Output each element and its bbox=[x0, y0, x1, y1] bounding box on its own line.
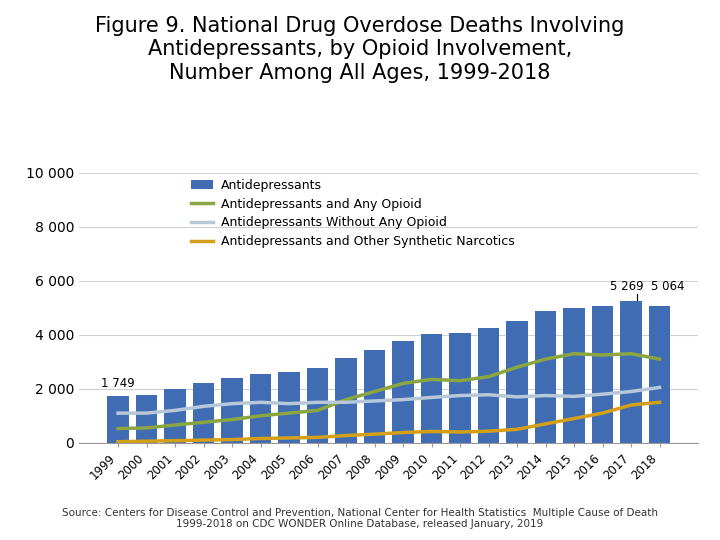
Bar bbox=[563, 308, 585, 443]
Bar bbox=[592, 306, 613, 443]
Bar bbox=[136, 395, 157, 443]
Bar bbox=[307, 368, 328, 443]
Bar bbox=[193, 382, 215, 443]
Bar bbox=[221, 377, 243, 443]
Bar bbox=[107, 396, 129, 443]
Bar bbox=[535, 312, 557, 443]
Bar bbox=[279, 372, 300, 443]
Text: Source: Centers for Disease Control and Prevention, National Center for Health S: Source: Centers for Disease Control and … bbox=[62, 508, 658, 529]
Text: 5 064: 5 064 bbox=[652, 280, 685, 293]
Bar bbox=[478, 328, 499, 443]
Bar bbox=[421, 334, 442, 443]
Bar bbox=[649, 306, 670, 443]
Bar bbox=[250, 374, 271, 443]
Text: 5 269: 5 269 bbox=[610, 280, 644, 293]
Legend: Antidepressants, Antidepressants and Any Opioid, Antidepressants Without Any Opi: Antidepressants, Antidepressants and Any… bbox=[191, 179, 515, 248]
Bar bbox=[364, 350, 385, 443]
Bar bbox=[164, 389, 186, 443]
Bar bbox=[621, 301, 642, 443]
Bar bbox=[506, 321, 528, 443]
Text: Figure 9. National Drug Overdose Deaths Involving
Antidepressants, by Opioid Inv: Figure 9. National Drug Overdose Deaths … bbox=[95, 16, 625, 83]
Bar bbox=[392, 341, 414, 443]
Bar bbox=[449, 333, 471, 443]
Text: 1 749: 1 749 bbox=[101, 377, 135, 390]
Bar bbox=[336, 358, 356, 443]
